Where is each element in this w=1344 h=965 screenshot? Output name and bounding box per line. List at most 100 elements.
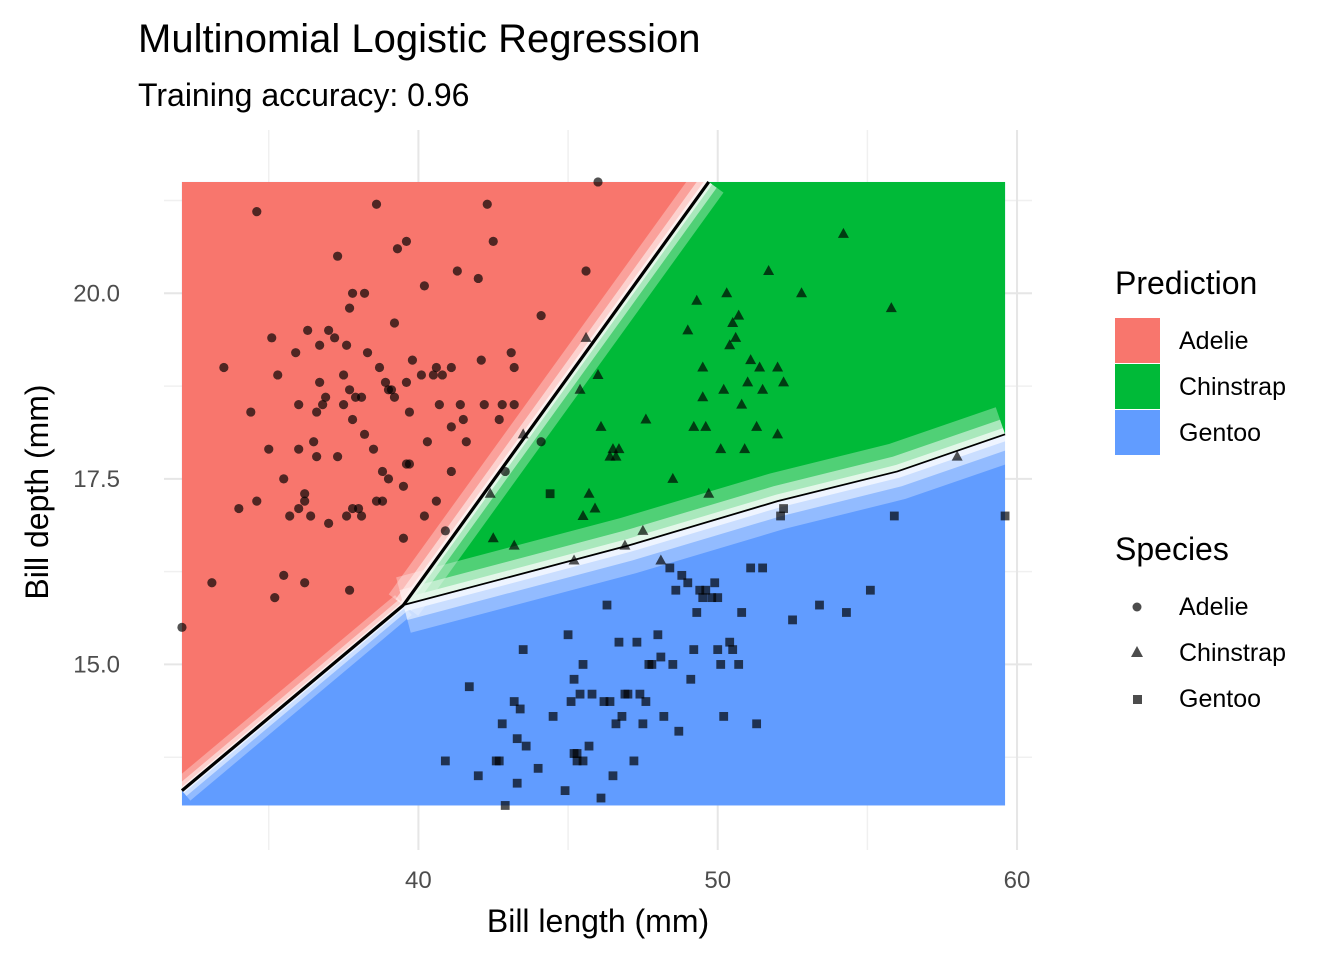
point-gentoo xyxy=(707,593,717,603)
point-chinstrap xyxy=(703,487,715,498)
region-chinstrap xyxy=(403,181,1006,606)
point-adelie xyxy=(291,348,301,358)
point-gentoo xyxy=(578,756,588,766)
point-chinstrap xyxy=(613,443,625,454)
point-gentoo xyxy=(788,615,797,625)
point-adelie xyxy=(431,496,441,506)
point-adelie xyxy=(446,466,456,477)
point-adelie xyxy=(279,474,289,484)
point-chinstrap xyxy=(508,539,520,550)
point-chinstrap xyxy=(772,428,784,439)
point-adelie xyxy=(330,333,340,343)
point-chinstrap xyxy=(589,502,601,513)
point-adelie xyxy=(309,437,319,447)
point-adelie xyxy=(207,578,217,588)
point-adelie xyxy=(383,474,394,484)
point-gentoo xyxy=(620,689,630,699)
point-chinstrap xyxy=(778,376,790,387)
point-adelie xyxy=(479,400,489,410)
point-gentoo xyxy=(629,756,639,766)
point-gentoo xyxy=(689,645,699,654)
point-adelie xyxy=(353,503,364,514)
x-tick-label: 40 xyxy=(405,867,432,894)
point-chinstrap xyxy=(730,331,742,342)
point-gentoo xyxy=(671,585,681,595)
point-chinstrap xyxy=(754,361,766,372)
point-adelie xyxy=(294,444,304,454)
point-gentoo xyxy=(563,630,573,640)
prediction-legend-title: Prediction xyxy=(1115,265,1257,301)
point-gentoo xyxy=(638,719,648,729)
point-chinstrap xyxy=(577,509,589,520)
point-gentoo xyxy=(701,585,711,595)
point-gentoo xyxy=(758,563,768,573)
point-gentoo xyxy=(665,563,675,573)
point-gentoo xyxy=(713,593,723,603)
x-tick-label: 50 xyxy=(704,867,731,894)
point-adelie xyxy=(401,236,412,246)
point-chinstrap xyxy=(583,487,595,498)
point-gentoo xyxy=(656,652,666,662)
point-adelie xyxy=(401,377,412,387)
point-gentoo xyxy=(599,697,609,706)
point-adelie xyxy=(347,288,358,298)
point-adelie xyxy=(294,503,304,514)
point-adelie xyxy=(428,370,438,380)
point-chinstrap xyxy=(487,532,499,543)
point-gentoo xyxy=(596,793,606,803)
x-axis-title: Bill length (mm) xyxy=(487,903,709,939)
point-gentoo xyxy=(515,704,525,714)
point-gentoo xyxy=(865,585,875,595)
point-adelie xyxy=(321,392,331,402)
legend-label-gentoo: Gentoo xyxy=(1179,419,1261,447)
legend-label-chinstrap: Chinstrap xyxy=(1179,373,1286,401)
point-chinstrap xyxy=(619,539,631,550)
point-adelie xyxy=(344,303,355,313)
point-gentoo xyxy=(889,511,899,521)
point-adelie xyxy=(452,266,462,276)
point-adelie xyxy=(300,496,310,506)
point-chinstrap xyxy=(751,420,763,431)
point-adelie xyxy=(536,310,546,321)
decision-boundaries xyxy=(180,181,1006,792)
point-adelie xyxy=(267,333,277,343)
point-gentoo xyxy=(512,734,522,744)
point-chinstrap xyxy=(595,420,607,431)
point-adelie xyxy=(593,177,603,187)
point-gentoo xyxy=(578,660,588,669)
point-adelie xyxy=(389,318,400,328)
point-gentoo xyxy=(641,697,651,706)
point-gentoo xyxy=(548,711,558,721)
point-chinstrap xyxy=(745,354,757,365)
legend-square-icon xyxy=(1133,695,1142,704)
point-gentoo xyxy=(698,593,708,603)
point-chinstrap xyxy=(796,287,808,298)
point-adelie xyxy=(341,340,352,350)
point-gentoo xyxy=(746,563,756,573)
point-adelie xyxy=(437,370,447,380)
point-gentoo xyxy=(668,660,678,669)
point-adelie xyxy=(416,370,427,380)
point-adelie xyxy=(338,370,349,380)
point-chinstrap xyxy=(724,339,736,350)
point-adelie xyxy=(434,400,444,410)
point-gentoo xyxy=(776,511,785,521)
point-adelie xyxy=(392,244,403,254)
point-adelie xyxy=(581,266,591,276)
point-chinstrap xyxy=(739,443,751,454)
point-adelie xyxy=(482,199,492,209)
x-tick-label: 60 xyxy=(1004,867,1031,894)
point-gentoo xyxy=(659,711,669,721)
point-chinstrap xyxy=(763,265,775,276)
point-gentoo xyxy=(500,801,510,810)
y-axis-title: Bill depth (mm) xyxy=(19,384,55,599)
point-gentoo xyxy=(674,726,684,736)
boundary-adelie-chinstrap xyxy=(402,181,711,606)
point-adelie xyxy=(347,414,358,425)
point-adelie xyxy=(473,273,483,284)
point-adelie xyxy=(398,481,409,491)
point-adelie xyxy=(315,377,325,387)
point-chinstrap xyxy=(568,554,580,565)
point-gentoo xyxy=(605,697,615,706)
